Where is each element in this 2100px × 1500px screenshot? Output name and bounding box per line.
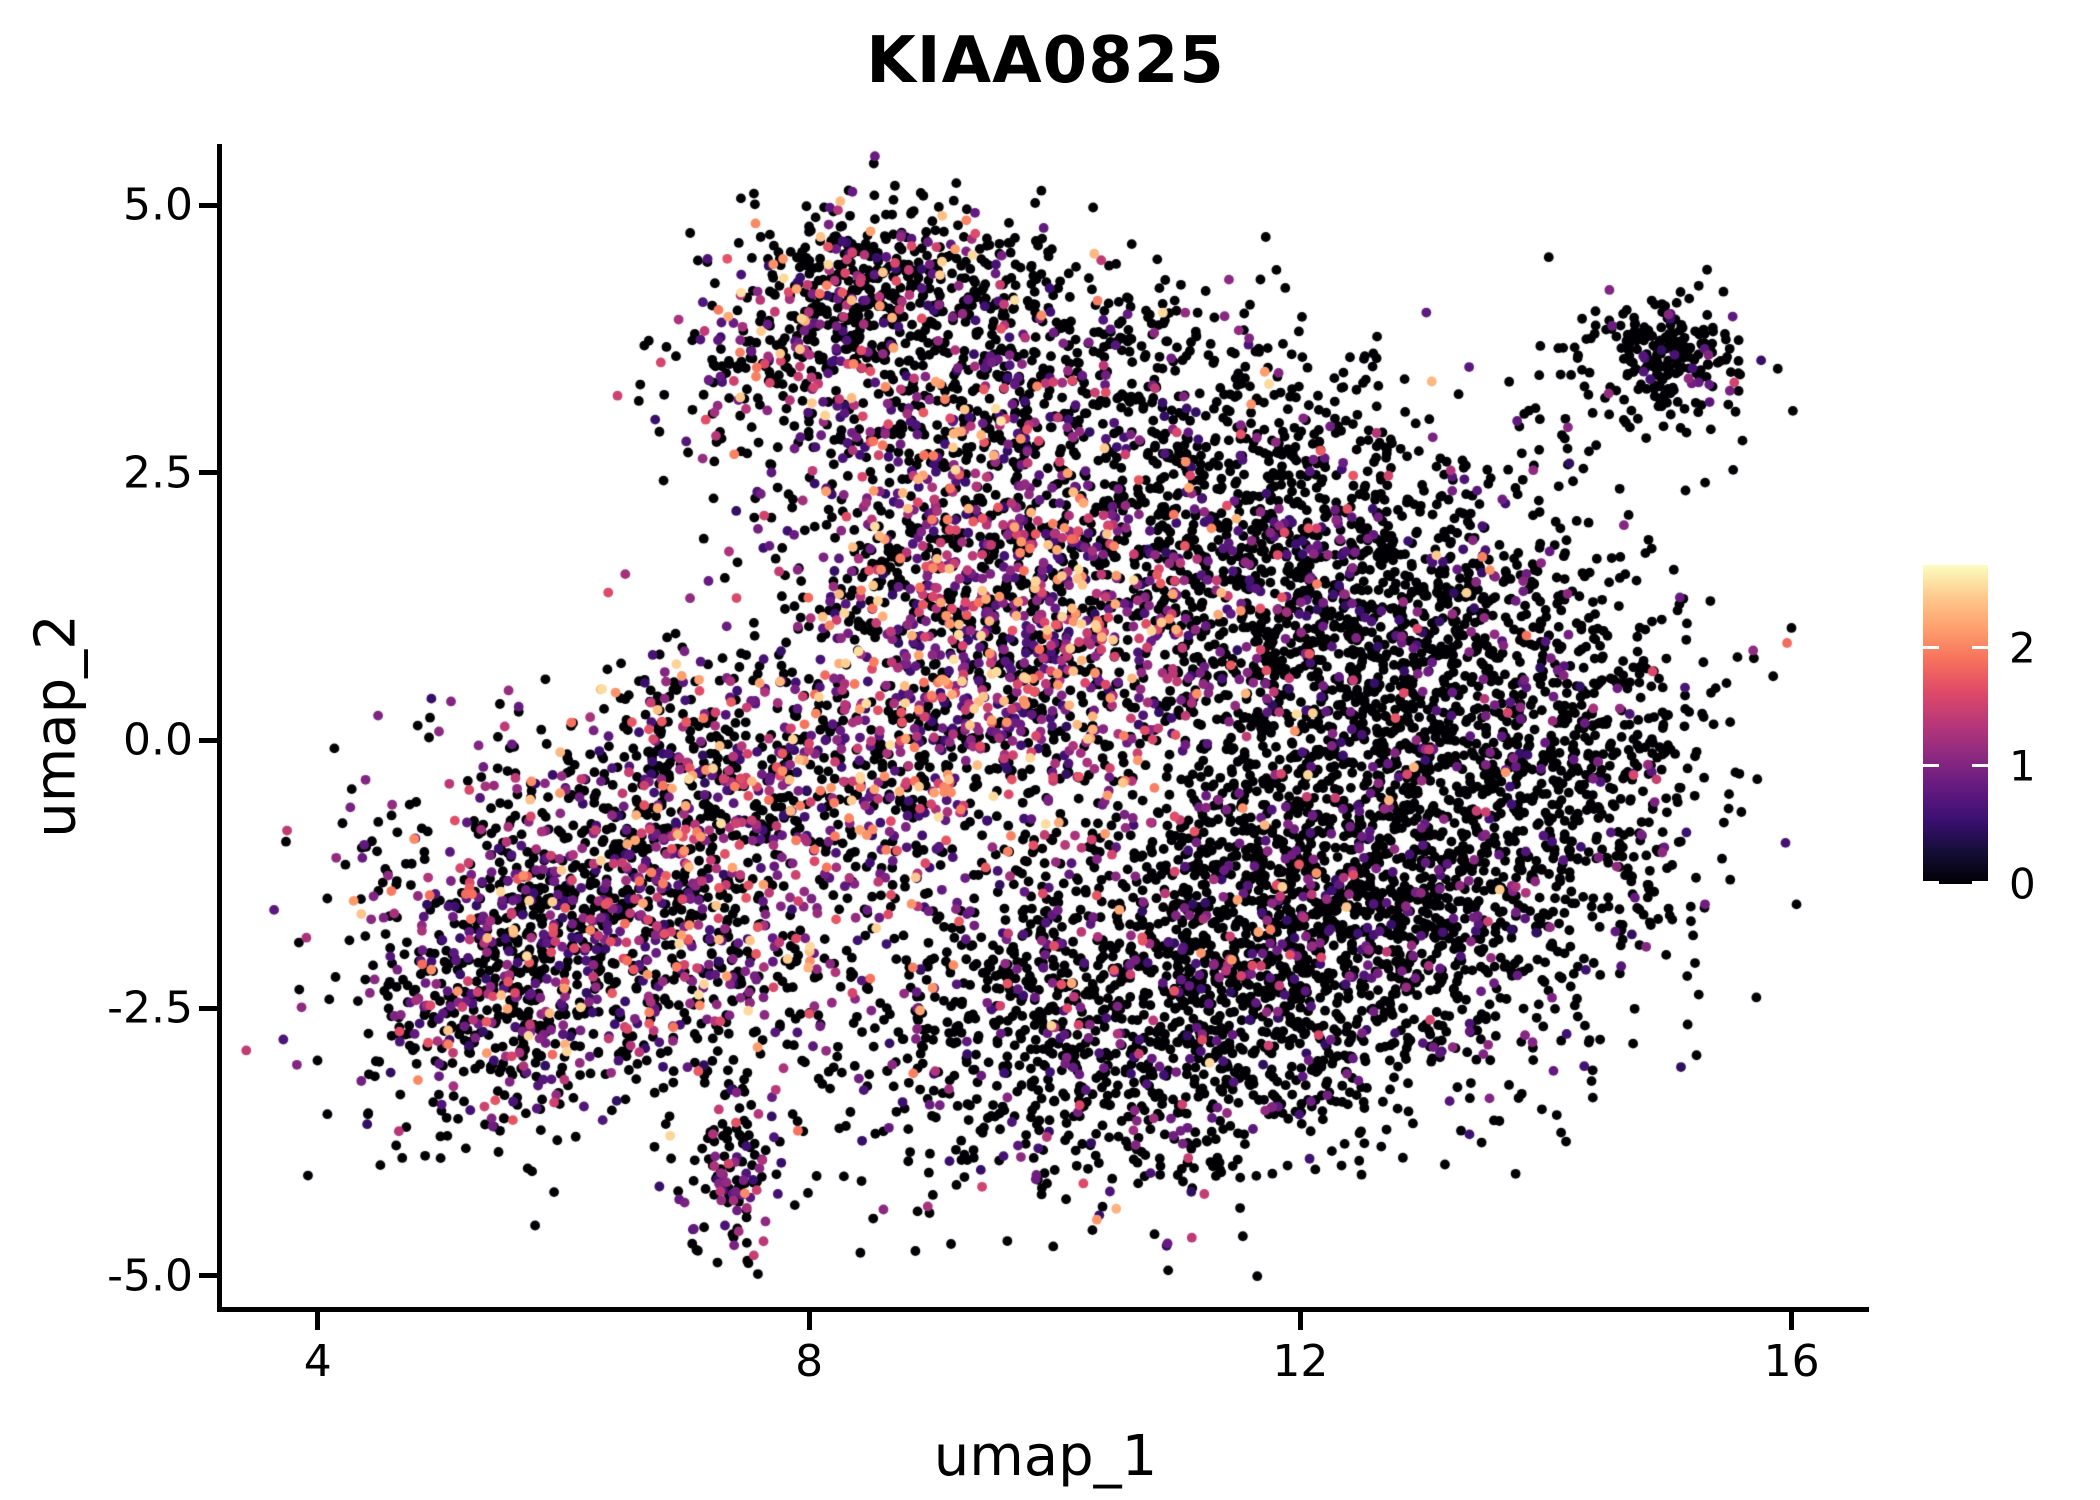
x-tick — [1297, 1312, 1303, 1330]
x-tick-label: 8 — [795, 1336, 824, 1387]
y-tick — [199, 737, 217, 743]
y-tick-label: 0.0 — [123, 714, 193, 766]
y-tick — [199, 202, 217, 208]
colorbar-tick-label: 0 — [2009, 859, 2036, 909]
x-tick-label: 12 — [1272, 1336, 1329, 1387]
colorbar-tick — [1923, 764, 1939, 768]
colorbar-tick-label: 2 — [2009, 623, 2036, 673]
y-tick — [199, 470, 217, 476]
y-axis-line — [217, 144, 222, 1312]
x-tick — [315, 1312, 321, 1330]
colorbar-tick — [1972, 764, 1988, 768]
colorbar-gradient — [1923, 565, 1988, 884]
y-tick — [199, 1273, 217, 1279]
y-tick-label: 5.0 — [123, 179, 193, 231]
colorbar-tick — [1972, 881, 1988, 884]
y-tick-label: -5.0 — [107, 1250, 193, 1302]
y-axis-title: umap_2 — [23, 614, 89, 838]
x-tick — [1789, 1312, 1795, 1330]
colorbar-tick — [1923, 646, 1939, 650]
colorbar: 0 1 2 — [1923, 565, 2036, 909]
x-tick-label: 16 — [1763, 1336, 1820, 1387]
x-tick — [806, 1312, 812, 1330]
colorbar-tick-label: 1 — [2009, 741, 2036, 791]
y-tick-label: 2.5 — [123, 447, 193, 499]
y-tick — [199, 1005, 217, 1011]
x-axis-line — [217, 1307, 1869, 1312]
colorbar-tick — [1923, 881, 1939, 884]
x-tick-label: 4 — [303, 1336, 332, 1387]
y-tick-label: -2.5 — [107, 982, 193, 1034]
x-axis-title: umap_1 — [933, 1424, 1158, 1489]
colorbar-tick — [1972, 646, 1988, 650]
